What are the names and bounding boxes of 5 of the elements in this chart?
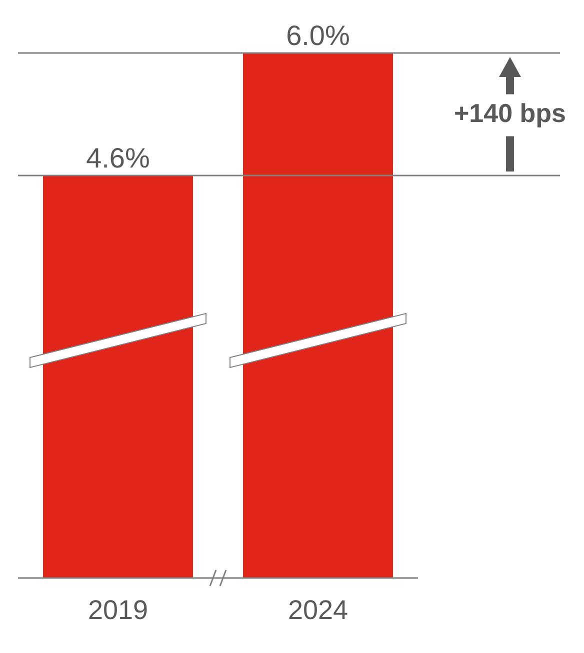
x-tick-label: 2024 — [288, 595, 348, 626]
x-tick-label: 2019 — [88, 595, 148, 626]
text: +140 bps — [452, 98, 567, 130]
data-label: 4.6% — [86, 142, 150, 174]
data-label: 6.0% — [286, 20, 350, 51]
